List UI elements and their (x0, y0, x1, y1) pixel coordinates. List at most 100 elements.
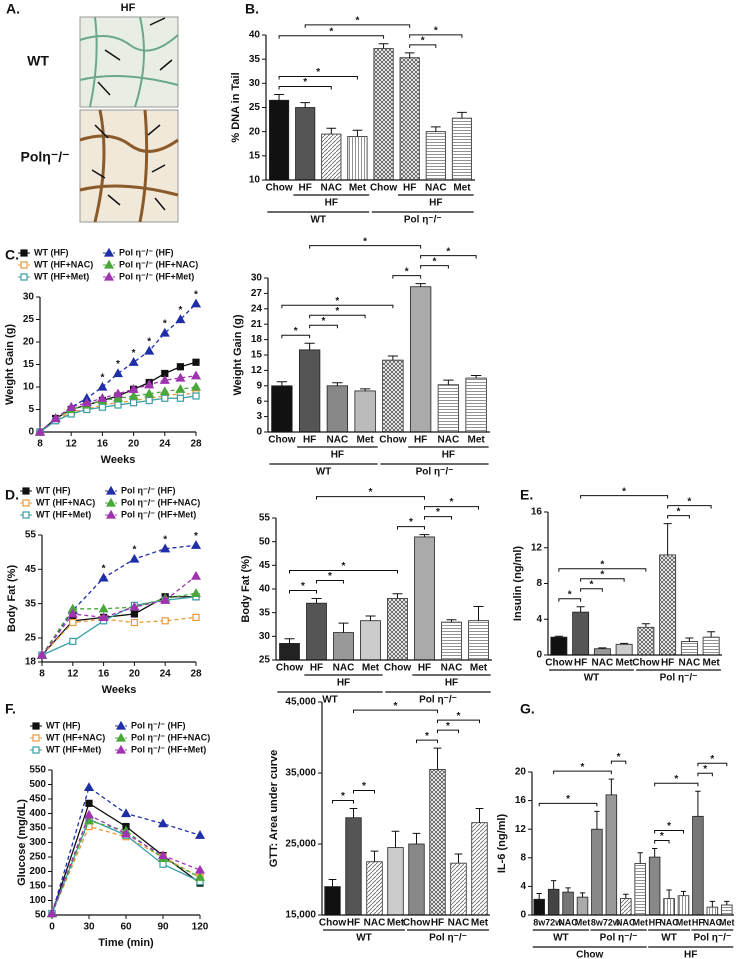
point (128, 357, 139, 366)
bar-hatch (373, 48, 394, 181)
y-tick-label: 35,000 (285, 768, 316, 779)
bar-hatch (452, 118, 472, 180)
point (192, 613, 200, 621)
point (159, 375, 170, 384)
row-label: WT (27, 53, 49, 69)
error-bar (663, 523, 672, 555)
significance-label: * (394, 701, 398, 712)
panel-letter: C. (5, 247, 19, 263)
error-bar (311, 597, 322, 604)
x-tick-label: HF (414, 435, 427, 446)
significance-bracket (437, 729, 459, 734)
bar-hatch (659, 554, 676, 655)
y-tick-label: 12 (515, 824, 527, 835)
bar (547, 888, 560, 916)
significance-bracket (558, 598, 582, 602)
point (176, 363, 184, 371)
y-tick-label: 350 (29, 823, 46, 834)
point (69, 618, 77, 627)
y-tick-label: 3 (256, 411, 262, 422)
point (36, 649, 48, 659)
legend-label: WT (HF+Met) (46, 744, 101, 754)
significance-bracket (281, 334, 311, 339)
point (83, 809, 95, 819)
bar-hatch (721, 904, 733, 915)
point (114, 401, 122, 409)
significance-bracket (654, 782, 699, 787)
significance-label: * (178, 305, 182, 316)
row-label: Polη⁻/⁻ (21, 149, 70, 165)
y-tick-label: 25 (23, 314, 35, 325)
legend-marker (20, 273, 28, 281)
error-bar (651, 848, 658, 858)
y-tick-label: 4 (520, 881, 526, 892)
y-tick-label: 50 (35, 910, 47, 921)
group-label: Pol η⁻/⁻ (404, 215, 442, 226)
legend-label: WT (HF) (36, 485, 70, 495)
significance-bracket (538, 802, 598, 807)
significance-label: * (328, 571, 332, 582)
error-bar (370, 850, 379, 862)
error-bar (594, 810, 600, 830)
point (159, 327, 170, 337)
y-axis-title: Body Fat (%) (240, 555, 252, 623)
legend-label: WT (HF) (46, 720, 80, 730)
point (69, 637, 77, 646)
point (144, 388, 155, 398)
point (190, 570, 202, 580)
point (175, 372, 186, 382)
point (98, 603, 109, 613)
arrows (91, 124, 166, 211)
legend-marker (103, 259, 115, 269)
point (145, 396, 153, 405)
point (159, 386, 170, 396)
point (112, 388, 124, 398)
y-tick-label: 24 (251, 303, 263, 314)
x-tick-label: 12 (66, 439, 78, 450)
x-tick-label: HF (574, 658, 587, 669)
legend-label: Pol η⁻/⁻ (HF+NAC) (121, 497, 200, 507)
x-tick-label: Chow (319, 918, 346, 929)
bar (324, 886, 341, 916)
point (34, 426, 46, 436)
panel-letter: F. (5, 701, 16, 717)
error-bar (579, 892, 586, 898)
point (112, 368, 124, 378)
significance-bracket (289, 569, 398, 574)
significance-bracket (420, 265, 449, 269)
bar-hatch (429, 769, 446, 915)
y-axis-title: IL-6 (ng/ml) (496, 814, 508, 874)
x-tick-label: 24 (159, 439, 171, 450)
x-tick-label: 12 (67, 669, 79, 680)
error-bar (443, 379, 454, 385)
significance-label: * (194, 289, 198, 300)
x-tick-label: Chow (265, 183, 292, 194)
significance-label: * (316, 67, 320, 78)
bar-hatch (465, 378, 487, 432)
legend-marker (32, 722, 40, 730)
bar (605, 794, 618, 916)
y-tick-label: 30 (249, 78, 261, 89)
significance-bracket (309, 314, 366, 319)
bar (268, 99, 290, 181)
arrows (97, 17, 173, 96)
legend-marker (115, 720, 127, 730)
significance-label: * (436, 507, 440, 518)
point (66, 402, 77, 411)
significance-label: * (446, 721, 450, 732)
error-bar (724, 900, 730, 905)
x-tick-label: Met (468, 435, 486, 446)
panel-letter: A. (6, 1, 20, 17)
y-tick-label: 150 (29, 881, 46, 892)
significance-label: * (341, 791, 345, 802)
point (67, 608, 78, 618)
significance-label: * (329, 26, 333, 37)
significance-label: * (335, 296, 339, 307)
significance-label: * (425, 731, 429, 742)
point (176, 394, 184, 402)
legend-marker (115, 732, 127, 742)
point (129, 553, 140, 563)
y-axis-title: Insulin (ng/ml) (512, 546, 524, 621)
point (120, 808, 132, 818)
